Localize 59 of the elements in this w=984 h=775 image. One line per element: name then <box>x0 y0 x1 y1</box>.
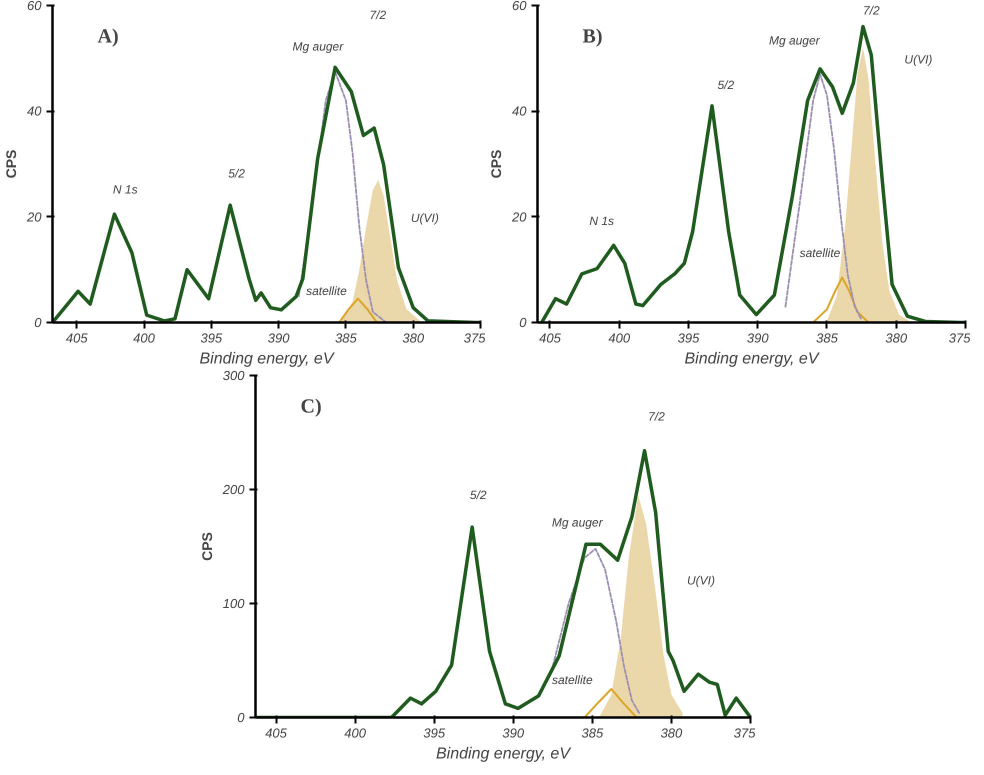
annotation: 7/2 <box>863 3 880 18</box>
y-tick-label: 40 <box>27 104 42 119</box>
line-series <box>552 548 641 715</box>
x-tick-label: 400 <box>133 330 156 346</box>
line-series <box>784 73 863 321</box>
x-axis-title: Binding energy, eV <box>436 746 572 762</box>
annotation: N 1s <box>589 214 614 228</box>
x-tick-label: 400 <box>344 726 367 740</box>
annotation: satellite <box>306 284 348 298</box>
text: C) <box>300 396 322 418</box>
y-tick-label: 20 <box>26 209 42 224</box>
x-axis-title: Binding energy, eV <box>199 350 335 368</box>
y-tick-label: 0 <box>34 315 42 330</box>
x-tick-label: 380 <box>885 330 908 346</box>
y-tick-label: 20 <box>511 209 528 224</box>
x-tick-label: 405 <box>265 726 288 740</box>
y-tick-label: 100 <box>222 596 246 611</box>
annotation: 5/2 <box>228 166 246 181</box>
x-tick-label: 385 <box>582 726 604 740</box>
annotation: Mg auger <box>292 40 344 54</box>
y-axis-title: CPS <box>3 150 20 178</box>
y-tick-label: 60 <box>27 0 42 13</box>
line-series <box>812 276 870 322</box>
x-tick-label: 380 <box>402 330 425 346</box>
x-tick-label: 395 <box>200 330 223 346</box>
x-tick-label: 395 <box>678 330 700 346</box>
x-tick-label: 380 <box>660 726 684 740</box>
x-tick-label: 390 <box>268 330 290 346</box>
y-tick-label: 60 <box>512 0 528 13</box>
y-tick-label: 0 <box>519 315 528 330</box>
x-tick-label: 390 <box>746 330 770 346</box>
x-tick-label: 395 <box>423 726 446 740</box>
y-tick-label: 40 <box>512 104 528 119</box>
y-axis-title: CPS <box>198 532 215 561</box>
x-tick-label: 400 <box>608 330 631 346</box>
x-tick-label: 385 <box>816 330 839 346</box>
annotation: Mg auger <box>768 33 821 48</box>
annotation: 7/2 <box>648 410 666 424</box>
y-axis-title: CPS <box>488 150 504 178</box>
y-tick-label: 300 <box>222 368 246 383</box>
x-tick-label: 405 <box>66 330 88 346</box>
x-tick-label: 385 <box>335 330 358 346</box>
x-tick-label: 390 <box>502 726 525 740</box>
y-tick-label: 200 <box>222 482 246 497</box>
annotation: 5/2 <box>717 78 734 92</box>
annotation: 7/2 <box>369 8 386 22</box>
x-axis-title: Binding energy, eV <box>684 350 820 368</box>
x-tick-label: 405 <box>539 330 562 346</box>
text: A) <box>98 26 119 48</box>
y-tick-label: 0 <box>237 710 246 725</box>
annotation: 5/2 <box>470 488 487 502</box>
annotation: satellite <box>552 672 593 687</box>
annotation: satellite <box>800 246 841 260</box>
text: B) <box>582 26 602 48</box>
annotation: Mg auger <box>552 516 604 530</box>
annotation: U(VI) <box>904 52 932 66</box>
annotation: U(VI) <box>410 210 439 225</box>
annotation: U(VI) <box>687 574 715 588</box>
annotation: N 1s <box>112 182 138 196</box>
